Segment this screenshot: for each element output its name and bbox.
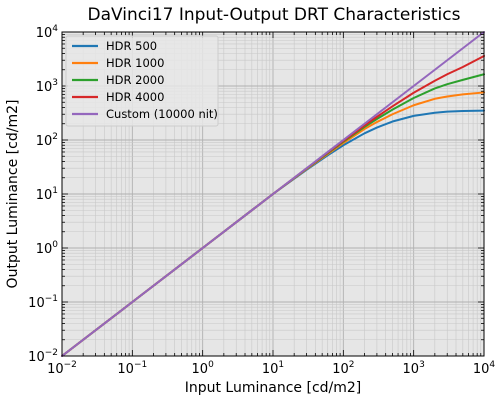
legend-label: HDR 2000: [106, 73, 164, 87]
legend-label: HDR 4000: [106, 90, 164, 104]
y-tick-labels: 10−2 10−1 100 101 102 103 104: [28, 24, 58, 365]
x-tick-label: 10−1: [117, 360, 147, 377]
legend-label: HDR 500: [106, 39, 157, 53]
y-tick-label: 104: [36, 24, 59, 41]
x-tick-label: 104: [473, 360, 496, 377]
x-tick-label: 102: [332, 360, 354, 377]
legend-label: Custom (10000 nit): [106, 107, 218, 121]
x-tick-label: 103: [403, 360, 425, 377]
y-tick-label: 103: [36, 78, 58, 95]
y-tick-label: 102: [36, 132, 58, 149]
chart-title: DaVinci17 Input-Output DRT Characteristi…: [87, 5, 460, 25]
x-tick-label: 101: [262, 360, 284, 377]
legend-box: [65, 35, 219, 127]
ticks: [61, 31, 485, 357]
y-tick-label: 10−1: [28, 294, 58, 311]
x-tick-labels: 10−2 10−1 100 101 102 103 104: [47, 360, 495, 377]
legend-label: HDR 1000: [106, 56, 164, 70]
x-tick-label: 100: [192, 360, 215, 377]
series-lines: [61, 31, 485, 357]
y-axis-label: Output Luminance [cd/m2]: [5, 100, 21, 289]
y-tick-label: 100: [36, 240, 59, 257]
x-axis-label: Input Luminance [cd/m2]: [185, 380, 362, 396]
x-tick-label: 10−2: [47, 360, 77, 377]
y-tick-label: 101: [36, 186, 58, 203]
y-tick-label: 10−2: [28, 348, 58, 365]
legend: HDR 500 HDR 1000 HDR 2000 HDR 4000 Custom (1…: [65, 35, 219, 127]
series-line-5: [61, 31, 485, 357]
